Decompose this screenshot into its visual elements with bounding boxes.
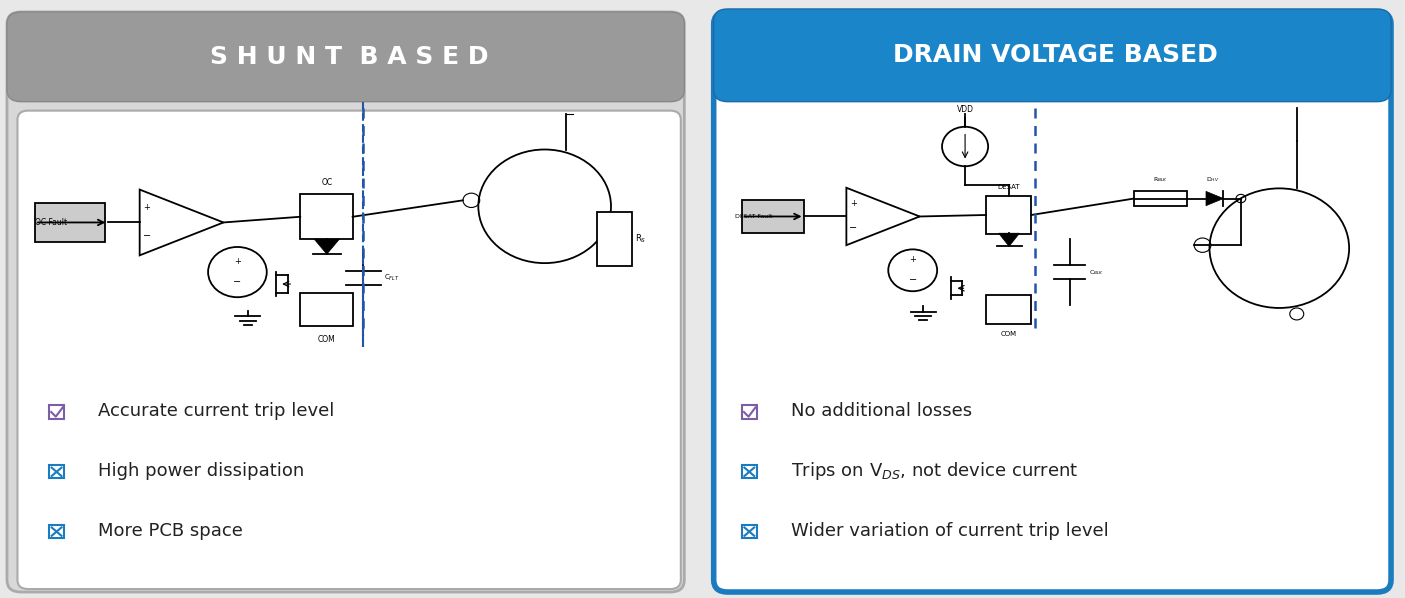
Text: C$_{FLT}$: C$_{FLT}$ [384, 273, 400, 283]
Text: −: − [142, 231, 150, 240]
Text: R$_{BLK}$: R$_{BLK}$ [1154, 175, 1168, 184]
Text: R$_S$: R$_S$ [635, 233, 646, 245]
FancyBboxPatch shape [17, 111, 681, 589]
Text: +: + [143, 203, 150, 212]
Bar [35, 203, 105, 242]
Polygon shape [315, 239, 340, 254]
Text: COM: COM [318, 335, 336, 344]
FancyBboxPatch shape [7, 12, 684, 592]
Bar [742, 200, 805, 233]
Bar [49, 525, 65, 538]
Text: OC Fault: OC Fault [35, 218, 67, 227]
FancyBboxPatch shape [714, 12, 1391, 592]
Polygon shape [1205, 191, 1224, 206]
Polygon shape [999, 233, 1020, 246]
Text: High power dissipation: High power dissipation [98, 462, 303, 480]
Bar [597, 212, 632, 266]
Text: +: + [235, 257, 240, 266]
Text: VDD: VDD [957, 105, 974, 114]
Text: S H U N T  B A S E D: S H U N T B A S E D [209, 45, 489, 69]
Bar [49, 405, 65, 419]
Text: D$_{HV}$: D$_{HV}$ [1207, 175, 1220, 184]
Text: −: − [233, 277, 242, 286]
Text: C$_{BLK}$: C$_{BLK}$ [1089, 268, 1104, 276]
Bar [742, 525, 757, 538]
Text: OC: OC [322, 178, 333, 187]
Text: DRAIN VOLTAGE BASED: DRAIN VOLTAGE BASED [894, 43, 1218, 67]
Bar [986, 295, 1031, 324]
Text: Accurate current trip level: Accurate current trip level [98, 402, 334, 420]
Text: Wider variation of current trip level: Wider variation of current trip level [791, 522, 1109, 540]
Text: −: − [849, 224, 857, 233]
Text: +: + [850, 199, 857, 208]
FancyBboxPatch shape [7, 12, 684, 102]
Text: −: − [909, 275, 917, 285]
FancyBboxPatch shape [714, 9, 1391, 102]
Text: DESAT Fault: DESAT Fault [735, 214, 773, 219]
Bar [986, 196, 1031, 234]
Bar [742, 405, 757, 419]
Text: COM: COM [1000, 331, 1017, 337]
Text: No additional losses: No additional losses [791, 402, 972, 420]
Text: More PCB space: More PCB space [98, 522, 243, 540]
Text: Trips on V$_{DS}$, not device current: Trips on V$_{DS}$, not device current [791, 460, 1078, 482]
Bar [301, 194, 353, 239]
Bar [1134, 191, 1187, 206]
Text: DESAT: DESAT [998, 184, 1020, 190]
Bar [301, 293, 353, 326]
Circle shape [1236, 194, 1246, 203]
Bar [49, 465, 65, 478]
Text: +: + [909, 255, 916, 264]
Bar [742, 465, 757, 478]
